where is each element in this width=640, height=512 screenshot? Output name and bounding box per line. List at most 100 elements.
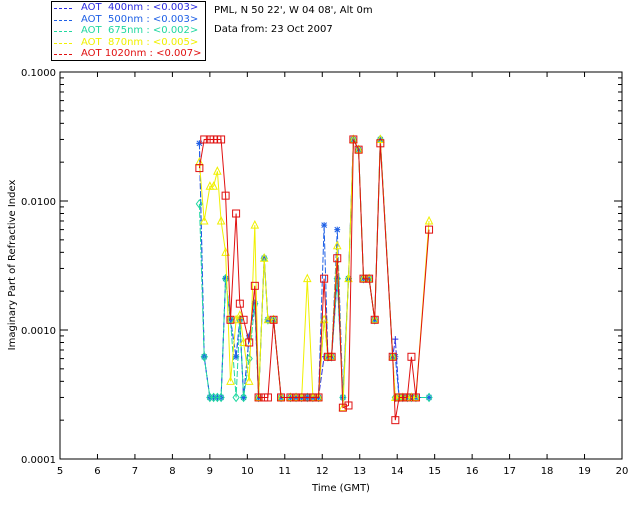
data-point: [195, 164, 204, 173]
data-point: [411, 393, 420, 402]
series-layer: [195, 134, 434, 425]
x-tick-label: 15: [428, 466, 441, 477]
data-point: [391, 416, 400, 425]
data-point: [308, 393, 317, 402]
x-tick-label: 13: [353, 466, 366, 477]
data-point: [240, 394, 247, 401]
data-point: [246, 332, 253, 339]
data-point: [196, 140, 203, 147]
data-point: [344, 273, 353, 283]
data-point: [297, 393, 306, 402]
legend-item: AOT 675nm : <0.002>: [54, 25, 204, 36]
data-point: [250, 220, 260, 229]
data-point: [233, 353, 240, 360]
data-point: [221, 191, 230, 200]
legend-item: AOT 500nm : <0.003>: [54, 14, 204, 25]
data-point: [245, 353, 253, 364]
y-tick-label: 0.0001: [21, 455, 56, 466]
legend-swatch: [54, 54, 72, 55]
data-point: [199, 215, 209, 225]
x-tick-label: 9: [207, 466, 213, 477]
data-point: [235, 299, 244, 308]
x-tick-label: 10: [241, 466, 254, 477]
data-point: [195, 157, 204, 166]
x-tick-label: 8: [169, 466, 175, 477]
data-point: [426, 394, 433, 401]
data-point: [425, 392, 433, 403]
data-point: [332, 240, 342, 250]
legend-item: AOT 400nm : <0.003>: [54, 2, 204, 13]
x-tick-label: 17: [503, 466, 516, 477]
data-point: [302, 273, 312, 283]
axes-layer: 5 6 7 8 9 10 11 12 13 14 15 16 17 18 19 20 0.0001 0.0010 0…: [21, 68, 628, 477]
data-point: [321, 222, 328, 229]
data-point: [259, 253, 269, 262]
x-tick-label: 6: [94, 466, 100, 477]
data-point: [365, 274, 374, 283]
data-point: [314, 393, 323, 402]
data-point: [250, 281, 259, 290]
data-point: [334, 226, 341, 233]
x-tick-label: 11: [278, 466, 291, 477]
legend-swatch: [54, 42, 72, 44]
data-point: [245, 338, 254, 347]
legend-label: AOT 675nm : <0.002>: [81, 25, 199, 36]
data-point: [354, 145, 363, 154]
data-point: [376, 134, 385, 143]
data-point: [338, 403, 347, 412]
data-point: [398, 393, 407, 402]
data-point: [232, 392, 240, 403]
data-point: [333, 254, 342, 263]
data-point: [320, 274, 329, 283]
data-point: [244, 376, 254, 385]
data-point: [216, 215, 226, 225]
data-point: [213, 166, 222, 175]
data-point: [263, 393, 272, 402]
date-info: Data from: 23 Oct 2007: [214, 24, 333, 35]
x-tick-label: 14: [391, 466, 404, 477]
x-tick-label: 5: [57, 466, 63, 477]
data-point: [277, 393, 286, 402]
data-point: [200, 351, 208, 362]
data-point: [376, 139, 385, 148]
x-tick-label: 18: [541, 466, 554, 477]
data-point: [217, 135, 226, 144]
data-point: [217, 392, 225, 403]
legend-item: AOT 1020nm : <0.007>: [54, 48, 204, 59]
data-point: [232, 209, 241, 218]
y-tick-label: 0.0100: [21, 197, 56, 208]
data-point: [209, 181, 218, 190]
legend-swatch: [54, 8, 72, 9]
data-point: [349, 135, 358, 144]
data-point: [292, 393, 301, 402]
legend-label: AOT 400nm : <0.003>: [81, 2, 199, 13]
data-point: [344, 401, 353, 410]
data-point: [226, 315, 235, 324]
data-point: [403, 393, 412, 402]
data-point: [388, 352, 397, 361]
site-info: PML, N 50 22', W 04 08', Alt 0m: [214, 5, 373, 16]
data-point: [303, 393, 312, 402]
y-tick-label: 0.1000: [21, 68, 56, 79]
data-point: [226, 376, 235, 385]
data-point: [392, 336, 399, 343]
x-tick-label: 7: [132, 466, 138, 477]
data-point: [200, 135, 209, 144]
data-point: [407, 392, 416, 401]
legend-swatch: [54, 31, 72, 32]
y-tick-label: 0.0010: [21, 326, 56, 337]
legend-label: AOT 1020nm : <0.007>: [81, 48, 202, 59]
data-point: [327, 352, 336, 361]
data-point: [269, 315, 278, 324]
data-point: [425, 225, 434, 234]
legend-swatch: [54, 19, 72, 21]
data-point: [359, 274, 368, 283]
x-tick-label: 20: [616, 466, 629, 477]
data-point: [407, 352, 416, 361]
x-tick-label: 12: [316, 466, 329, 477]
data-point: [221, 273, 230, 284]
data-point: [424, 215, 434, 225]
legend-item: AOT 870nm : <0.005>: [54, 37, 204, 48]
series-line: [198, 139, 430, 421]
